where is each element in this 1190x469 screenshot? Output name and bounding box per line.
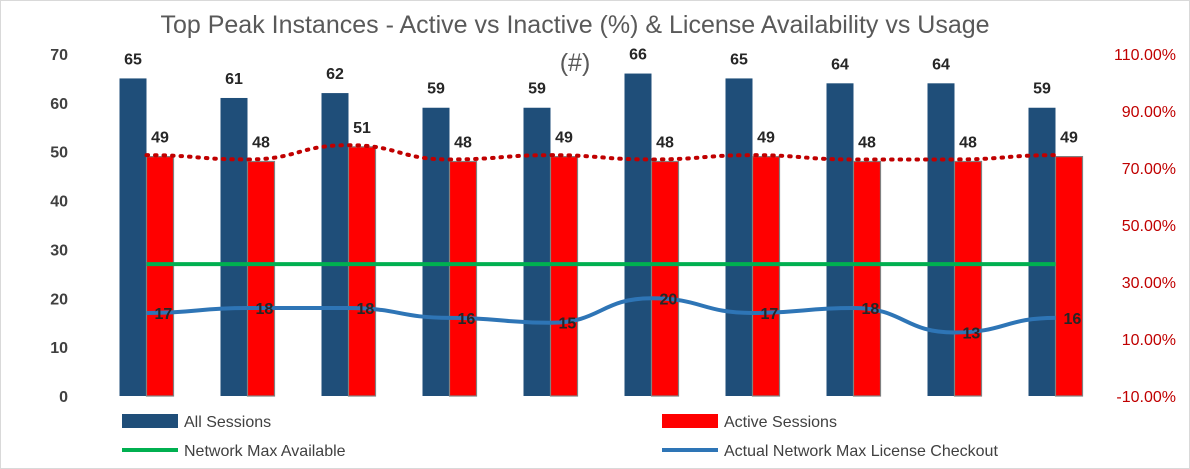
left-axis-ticks: 0 10 20 30 40 50 60 70 (50, 47, 68, 406)
data-label-all-sessions: 62 (326, 66, 344, 83)
data-label-active-sessions: 51 (353, 120, 371, 137)
legend-label: Actual Network Max License Checkout (724, 443, 998, 460)
data-label-all-sessions: 66 (629, 47, 647, 64)
data-label-all-sessions: 64 (932, 56, 950, 73)
data-label-actual-checkout: 16 (458, 311, 476, 328)
data-label-all-sessions: 65 (730, 51, 748, 68)
bar-all-sessions (523, 107, 551, 396)
bar-all-sessions (624, 73, 652, 397)
data-label-actual-checkout: 16 (1064, 311, 1082, 328)
data-label-active-sessions: 48 (656, 134, 674, 151)
bar-active-sessions (852, 160, 882, 397)
left-axis-tick-label: 30 (50, 242, 68, 259)
data-label-actual-checkout: 18 (256, 301, 274, 318)
data-label-actual-checkout: 18 (862, 301, 880, 318)
data-label-active-sessions: 48 (959, 134, 977, 151)
legend-swatch (662, 414, 718, 428)
bar-active-sessions (145, 156, 175, 397)
bar-active-sessions (448, 160, 478, 397)
bar-active-sessions (246, 160, 276, 397)
right-axis-tick-label: 70.00% (1122, 161, 1176, 178)
data-label-actual-checkout: 18 (357, 301, 375, 318)
bar-active-sessions (549, 156, 579, 397)
bar-all-sessions (321, 93, 349, 396)
bar-all-sessions (220, 97, 248, 396)
left-axis-tick-label: 60 (50, 96, 68, 113)
legend-label: Active Sessions (724, 414, 837, 431)
left-axis-tick-label: 20 (50, 291, 68, 308)
data-label-actual-checkout: 15 (559, 316, 577, 333)
line-series (144, 143, 1058, 335)
bar-all-sessions (826, 83, 854, 397)
data-label-active-sessions: 48 (858, 134, 876, 151)
data-label-active-sessions: 49 (151, 130, 169, 147)
bar-all-sessions (1028, 107, 1056, 396)
bar-active-sessions (953, 160, 983, 397)
data-label-active-sessions: 48 (252, 134, 270, 151)
data-label-active-sessions: 49 (555, 130, 573, 147)
data-label-all-sessions: 59 (427, 81, 445, 98)
line-active-percentage (144, 143, 1058, 162)
data-label-all-sessions: 59 (1033, 81, 1051, 98)
bar-all-sessions (725, 78, 753, 396)
data-label-all-sessions: 61 (225, 71, 243, 88)
bar-active-sessions (347, 146, 377, 397)
data-label-active-sessions: 48 (454, 134, 472, 151)
data-label-active-sessions: 49 (757, 130, 775, 147)
legend-label: Network Max Available (184, 443, 346, 460)
left-axis-tick-label: 10 (50, 340, 68, 357)
line-actual-checkout (146, 296, 1056, 335)
bar-active-sessions (751, 156, 781, 397)
data-label-actual-checkout: 17 (761, 306, 779, 323)
legend-label: All Sessions (184, 414, 271, 431)
data-labels: 65 61 62 59 59 66 65 64 64 59 49 48 51 48 49 48 49 48 48 49… (124, 47, 1081, 343)
right-axis-tick-label: 10.00% (1122, 332, 1176, 349)
legend-swatch (122, 414, 178, 428)
data-label-active-sessions: 49 (1060, 130, 1078, 147)
left-axis-tick-label: 50 (50, 145, 68, 162)
bar-all-sessions (927, 83, 955, 397)
bar-active-sessions (1054, 156, 1084, 397)
right-axis-tick-label: 110.00% (1114, 47, 1176, 64)
right-axis-ticks: -10.00% 10.00% 30.00% 50.00% 70.00% 90.00% 110… (1114, 47, 1176, 406)
left-axis-tick-label: 70 (50, 47, 68, 64)
left-axis-tick-label: 0 (59, 389, 68, 406)
chart-subtitle: (#) (560, 49, 591, 77)
bar-all-sessions (119, 78, 147, 396)
right-axis-tick-label: 30.00% (1122, 275, 1176, 292)
legend: All Sessions Active Sessions Network Max A… (122, 414, 998, 460)
data-label-actual-checkout: 20 (660, 291, 678, 308)
chart-title: Top Peak Instances - Active vs Inactive … (160, 11, 989, 39)
data-label-all-sessions: 64 (831, 56, 849, 73)
bar-all-sessions (422, 107, 450, 396)
bar-active-sessions (650, 160, 680, 397)
data-label-all-sessions: 65 (124, 51, 142, 68)
data-label-all-sessions: 59 (528, 81, 546, 98)
right-axis-tick-label: -10.00% (1116, 389, 1176, 406)
right-axis-tick-label: 50.00% (1122, 218, 1176, 235)
right-axis-tick-label: 90.00% (1122, 104, 1176, 121)
data-label-actual-checkout: 17 (155, 306, 173, 323)
data-label-actual-checkout: 13 (963, 325, 981, 342)
left-axis-tick-label: 40 (50, 194, 68, 211)
